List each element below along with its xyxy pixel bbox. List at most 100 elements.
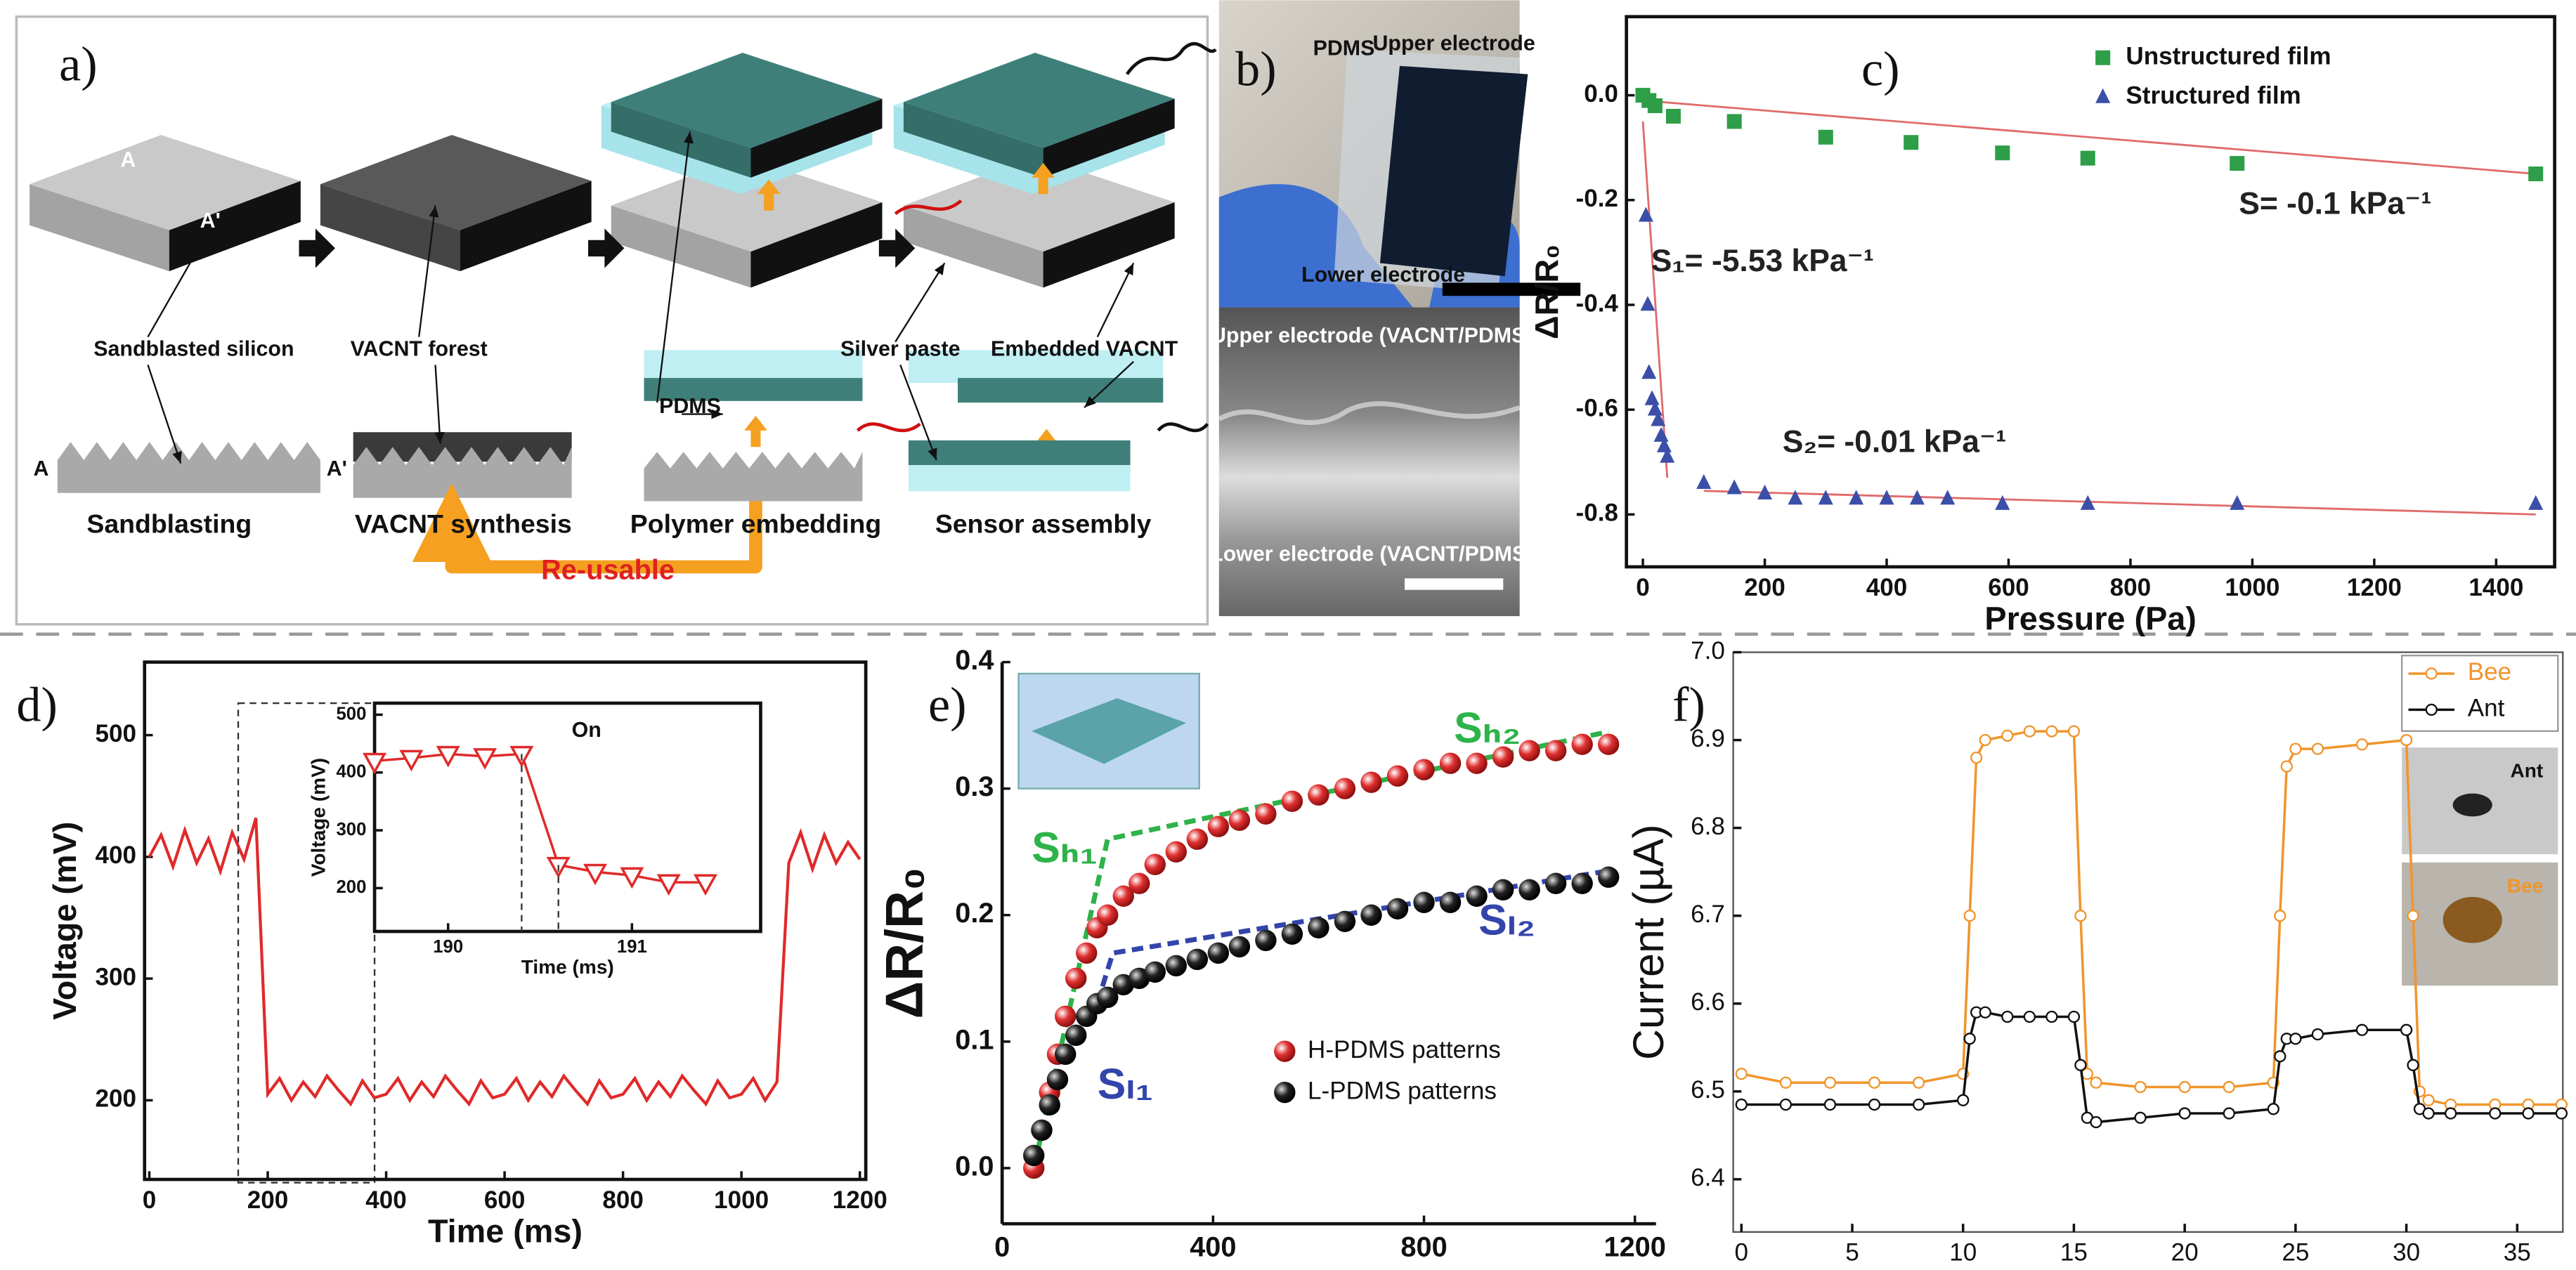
marker [1112, 885, 1134, 907]
marker [1334, 910, 1356, 932]
marker [1823, 1098, 1837, 1111]
legend-label: H-PDMS patterns [1308, 1036, 1501, 1063]
scale-bar [1442, 282, 1581, 296]
marker [1940, 490, 1956, 505]
fit-line [1642, 99, 2536, 175]
y-tick-label: 200 [96, 1085, 137, 1113]
marker [1076, 942, 1098, 964]
inset-bg [375, 703, 761, 932]
y-tick-label: 500 [96, 720, 137, 747]
x-tick-label: 35 [2504, 1239, 2531, 1266]
y-tick-label: 0.0 [955, 1151, 994, 1181]
y-tick-label: 6.5 [1691, 1076, 1725, 1104]
marker [1518, 740, 1540, 761]
marker [2067, 1010, 2081, 1023]
bee [2442, 896, 2502, 943]
marker [1757, 484, 1773, 499]
y-tick-label: 400 [96, 842, 137, 869]
marker [2422, 1107, 2435, 1120]
marker [1308, 784, 1329, 806]
marker [1466, 885, 1488, 907]
press-arrow [757, 179, 781, 214]
x-tick-label: 1400 [2468, 574, 2523, 601]
marker [1818, 490, 1833, 505]
x-tick-label: 400 [1866, 574, 1908, 601]
marker [1186, 948, 1209, 970]
marker [1735, 1068, 1748, 1080]
marker [399, 749, 424, 772]
legend-label: Structured film [2126, 82, 2301, 110]
pointer [899, 364, 937, 461]
section-label: A' [200, 209, 221, 233]
axes-frame [372, 701, 762, 934]
marker [2355, 738, 2369, 751]
marker [1144, 853, 1166, 875]
marker [1640, 296, 1655, 311]
marker [1995, 145, 2010, 161]
marker [2045, 725, 2058, 738]
pointer [147, 365, 182, 464]
marker [2274, 1050, 2286, 1063]
annotation: S₂= -0.01 kPa⁻¹ [1783, 424, 2006, 459]
marker [1638, 207, 1653, 222]
section-label: A [120, 148, 136, 172]
series-line [148, 817, 861, 1107]
marker [2001, 1010, 2014, 1023]
y-tick-label: 6.7 [1691, 901, 1725, 928]
x-tick-label: 800 [2110, 574, 2152, 601]
y-tick-label: -0.4 [1576, 289, 1619, 317]
photo-label: Ant [2511, 760, 2544, 782]
pointer [418, 205, 439, 337]
marker [2311, 742, 2324, 755]
cnt-layer [908, 440, 1131, 466]
press-arrow [1032, 162, 1055, 197]
x-tick-label: 0 [1735, 1239, 1749, 1266]
y-tick-label: 200 [336, 877, 366, 897]
marker [1046, 1068, 1069, 1091]
x-axis-label: Pressure (Pa) [1984, 600, 2196, 636]
y-tick-label: 6.6 [1691, 988, 1725, 1016]
y-tick-label: 0.2 [955, 898, 994, 929]
marker [1492, 879, 1514, 901]
marker [1963, 910, 1976, 922]
marker [1818, 129, 1833, 145]
marker [1647, 98, 1663, 114]
series-line [374, 752, 706, 884]
marker [1207, 942, 1230, 964]
diagram-label: VACNT forest [351, 336, 488, 360]
cross-section [57, 442, 320, 493]
annotation: Sₕ₁ [1032, 824, 1097, 872]
photo-label: Lower electrode [1301, 263, 1465, 287]
x-axis-label: Pressure/Pa [1168, 1261, 1491, 1270]
x-axis-label: Time (ms) [428, 1213, 583, 1250]
marker [1651, 411, 1666, 426]
y-axis-label: ΔR/R₀ [1528, 244, 1565, 339]
pointer [434, 365, 445, 444]
marker [2134, 1080, 2147, 1094]
step-label: Sandblasting [86, 509, 252, 538]
y-tick-label: 6.4 [1691, 1164, 1725, 1191]
marker [1097, 904, 1119, 926]
step-label: Polymer embedding [630, 509, 881, 538]
slab-left [320, 184, 460, 272]
marker [2023, 1010, 2036, 1023]
x-axis-label: Time (ms) [521, 956, 614, 978]
x-tick-label: 400 [1190, 1231, 1236, 1262]
panel-label: c) [1861, 42, 1899, 97]
x-tick-label: 190 [433, 937, 463, 957]
diagram-label: Embedded VACNT [991, 336, 1178, 360]
marker [1788, 490, 1803, 505]
slab-right [169, 181, 301, 272]
pdms-layer [908, 350, 1164, 384]
marker [1904, 135, 1919, 150]
marker [2023, 725, 2036, 738]
legend-label: L-PDMS patterns [1308, 1077, 1497, 1104]
slab-right [750, 98, 883, 178]
pointer [895, 262, 946, 343]
x-tick-label: 30 [2393, 1239, 2420, 1266]
marker [1274, 1081, 1296, 1104]
marker [1644, 390, 1660, 405]
zoom-box [237, 702, 376, 1184]
